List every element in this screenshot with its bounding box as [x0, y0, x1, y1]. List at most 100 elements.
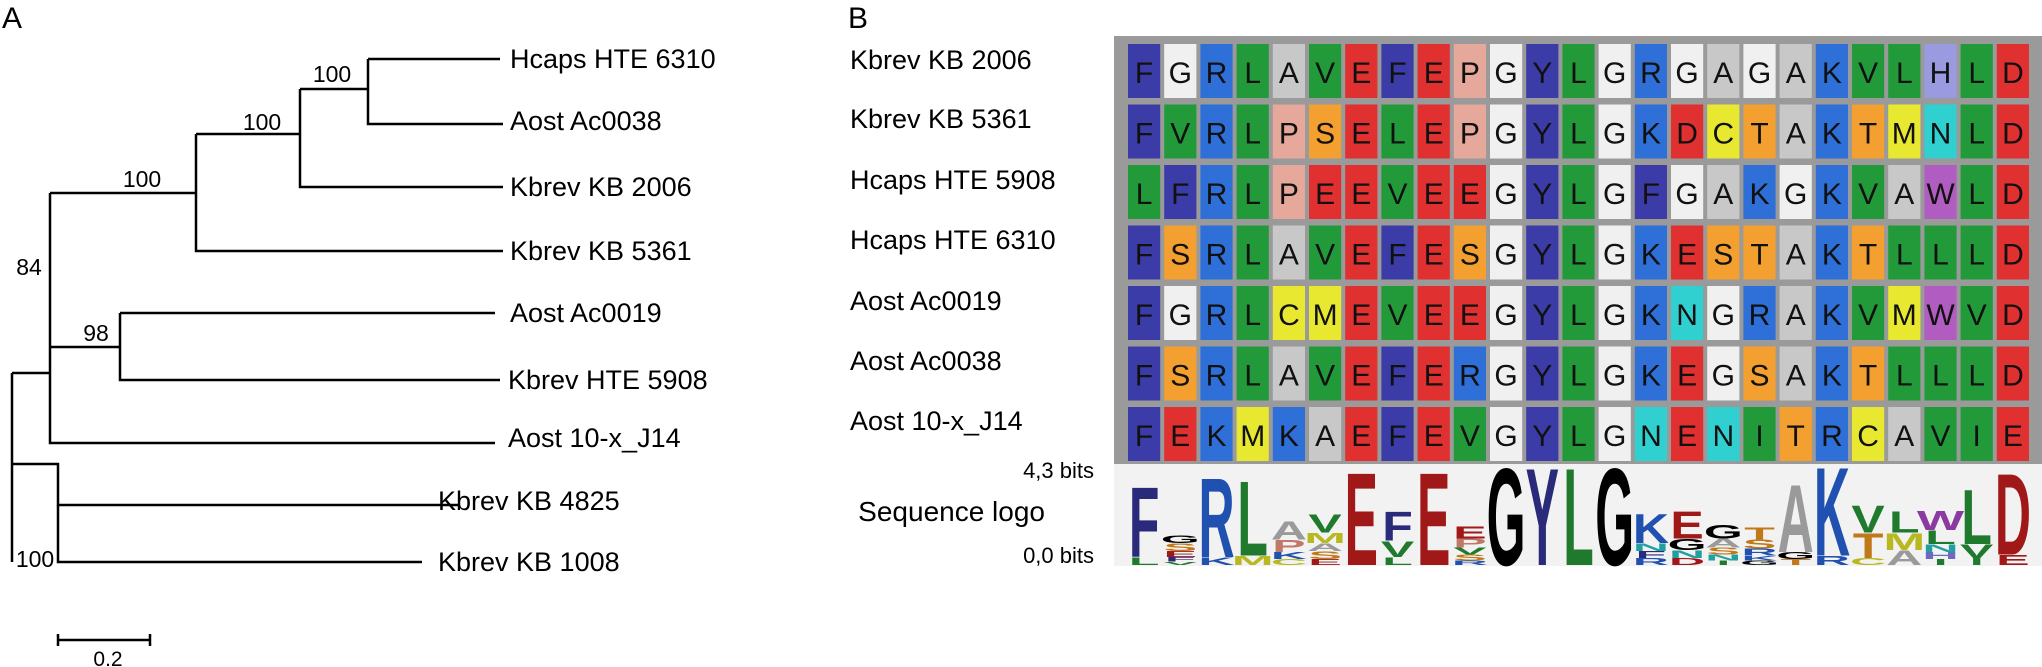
residue-cell — [1200, 407, 1233, 461]
residue-cell — [1345, 286, 1378, 340]
residue-letter: V — [1930, 420, 1950, 453]
residue-cell — [1815, 225, 1848, 280]
residue-cell — [1779, 44, 1812, 98]
logo-letter: R — [1633, 556, 1669, 567]
scale-bar-line — [56, 634, 152, 646]
residue-cell — [1743, 104, 1776, 159]
logo-letter: A — [1271, 517, 1307, 546]
bootstrap-value: 100 — [243, 109, 281, 135]
residue-letter: E — [1351, 178, 1371, 211]
residue-cell — [1852, 346, 1885, 401]
residue-cell — [1562, 286, 1595, 340]
residue-letter: L — [1244, 118, 1261, 151]
residue-letter: G — [1494, 57, 1517, 90]
taxon-label: Kbrev KB 1008 — [438, 547, 620, 577]
residue-cell — [1417, 286, 1450, 340]
residue-letter: F — [1388, 239, 1406, 272]
residue-letter: Y — [1532, 299, 1552, 332]
logo-letter: G — [1161, 533, 1200, 546]
residue-cell — [1381, 286, 1414, 340]
residue-letter: G — [1675, 178, 1698, 211]
residue-letter: V — [1315, 239, 1335, 272]
residue-cell — [1924, 286, 1957, 340]
residue-cell — [1236, 346, 1269, 401]
residue-cell — [1562, 44, 1595, 98]
residue-letter: L — [1570, 360, 1587, 393]
residue-letter: V — [1387, 299, 1407, 332]
residue-cell — [1743, 225, 1776, 280]
residue-letter: A — [1786, 118, 1806, 151]
residue-cell — [1815, 286, 1848, 340]
residue-cell — [1779, 104, 1812, 159]
tree-branch — [194, 134, 503, 253]
tree-branch — [118, 313, 500, 382]
logo-title: Sequence logo — [858, 496, 1045, 527]
residue-letter: F — [1135, 360, 1153, 393]
residue-letter: G — [1712, 299, 1735, 332]
residue-cell — [1671, 286, 1704, 340]
residue-letter: Y — [1532, 118, 1552, 151]
residue-cell — [1490, 44, 1523, 98]
residue-letter: G — [1603, 299, 1626, 332]
residue-cell — [1309, 286, 1342, 340]
residue-letter: T — [1859, 239, 1877, 272]
residue-cell — [1164, 346, 1197, 401]
sequence-name: Kbrev KB 5361 — [850, 104, 1032, 134]
residue-cell — [1960, 165, 1993, 219]
residue-letter: V — [1460, 420, 1480, 453]
residue-letter: L — [1244, 360, 1261, 393]
logo-letter: E — [1453, 522, 1486, 542]
residue-letter: E — [1351, 299, 1371, 332]
residue-cell — [1562, 165, 1595, 219]
residue-letter: S — [1749, 360, 1769, 393]
residue-cell — [1381, 104, 1414, 159]
logo-letter: T — [1744, 523, 1775, 543]
residue-cell — [1236, 286, 1269, 340]
residue-cell — [1272, 346, 1305, 401]
residue-cell — [1924, 165, 1957, 219]
logo-letter: L — [1129, 555, 1160, 568]
residue-letter: G — [1603, 420, 1626, 453]
residue-letter: T — [1859, 118, 1877, 151]
residue-letter: F — [1388, 57, 1406, 90]
logo-letter: K — [1198, 555, 1234, 568]
logo-letter: F — [1382, 502, 1413, 549]
residue-cell — [1996, 346, 2029, 401]
logo-letter: Y — [1526, 441, 1559, 595]
residue-cell — [1598, 286, 1631, 340]
logo-letter: L — [1237, 460, 1268, 579]
residue-cell — [1924, 346, 1957, 401]
logo-letter: F — [1129, 466, 1160, 579]
residue-cell — [1815, 346, 1848, 401]
residue-letter: G — [1169, 57, 1192, 90]
logo-letter: K — [1741, 554, 1777, 561]
residue-cell — [1743, 165, 1776, 219]
residue-letter: F — [1388, 360, 1406, 393]
residue-cell — [1236, 165, 1269, 219]
residue-cell — [1128, 346, 1161, 401]
logo-letter: I — [1934, 558, 1948, 567]
residue-letter: R — [1749, 299, 1771, 332]
logo-letter: H — [1922, 550, 1958, 561]
residue-cell — [1743, 346, 1776, 401]
residue-cell — [1526, 225, 1559, 280]
taxon-label: Kbrev HTE 5908 — [508, 365, 708, 395]
residue-letter: W — [1926, 299, 1955, 332]
logo-letter: C — [1271, 558, 1307, 567]
residue-cell — [1707, 407, 1740, 461]
residue-cell — [1996, 286, 2029, 340]
residue-letter: G — [1494, 360, 1517, 393]
residue-letter: L — [1570, 57, 1587, 90]
residue-cell — [1598, 44, 1631, 98]
residue-cell — [1490, 286, 1523, 340]
sequence-names: Kbrev KB 2006 Kbrev KB 5361 Hcaps HTE 5908… — [850, 45, 1056, 436]
residue-letter: G — [1494, 118, 1517, 151]
sequence-name: Hcaps HTE 6310 — [850, 225, 1056, 255]
residue-cell — [1417, 44, 1450, 98]
residue-letter: L — [1244, 239, 1261, 272]
residue-cell — [1996, 165, 2029, 219]
logo-letter: L — [1889, 504, 1920, 539]
sequence-name: Kbrev KB 2006 — [850, 45, 1032, 75]
residue-cell — [1128, 225, 1161, 280]
residue-cell — [1598, 165, 1631, 219]
